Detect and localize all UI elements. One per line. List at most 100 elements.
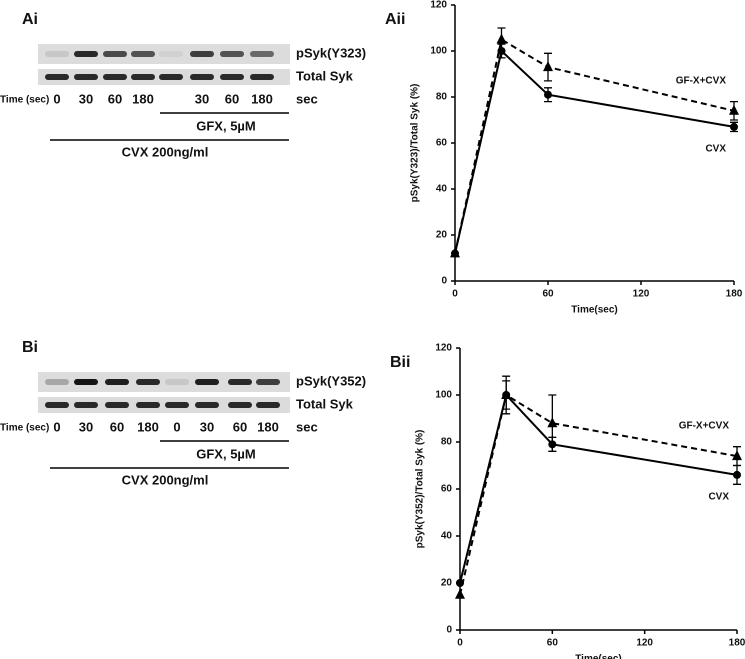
y-tick-label: 80 — [441, 437, 453, 448]
x-axis-label: Time(sec) — [571, 305, 618, 316]
y-tick-label: 40 — [441, 531, 453, 542]
band — [190, 51, 214, 57]
x-tick-label: 0 — [452, 289, 458, 300]
band — [105, 379, 129, 385]
point — [547, 417, 558, 428]
lane-label: 180 — [251, 91, 273, 106]
lane-label: 180 — [132, 91, 154, 106]
band — [256, 379, 280, 385]
time-label: Time (sec) — [0, 95, 49, 106]
panel-label: Ai — [22, 11, 38, 28]
y-tick-label: 120 — [430, 0, 447, 11]
band — [195, 379, 219, 385]
band — [250, 74, 274, 80]
point — [543, 61, 553, 72]
x-tick-label: 60 — [547, 638, 559, 649]
y-tick-label: 0 — [441, 276, 447, 287]
band — [256, 402, 280, 408]
panel-label: Bi — [22, 339, 38, 356]
point — [733, 470, 741, 479]
band — [195, 402, 219, 408]
band — [105, 402, 129, 408]
treatment-label: CVX 200ng/ml — [122, 472, 209, 487]
inhibitor-label: GFX, 5µM — [196, 118, 256, 133]
band — [74, 51, 98, 57]
band — [165, 402, 189, 408]
x-tick-label: 120 — [633, 289, 650, 300]
lane-label: 180 — [257, 419, 279, 434]
y-tick-label: 120 — [435, 343, 452, 354]
point — [548, 440, 557, 449]
panel-label: Bii — [390, 354, 410, 371]
lane-label: 30 — [200, 419, 214, 434]
x-tick-label: 60 — [542, 289, 554, 300]
band — [228, 379, 252, 385]
series-line — [459, 393, 738, 595]
x-tick-label: 180 — [726, 289, 743, 300]
lane-label: 60 — [233, 419, 247, 434]
band — [136, 402, 160, 408]
lane-label: 0 — [173, 419, 180, 434]
band — [45, 74, 69, 80]
y-axis-label: pSyk(Y352)/Total Syk (%) — [415, 430, 426, 549]
blot-strip — [38, 397, 290, 413]
band — [250, 51, 274, 57]
band — [45, 51, 69, 57]
series-line — [454, 37, 735, 254]
x-tick-label: 120 — [636, 638, 653, 649]
inhibitor-label: GFX, 5µM — [196, 446, 256, 461]
band — [190, 74, 214, 80]
x-axis-label: Time(sec) — [575, 654, 622, 659]
blot-row-label: Total Syk — [296, 396, 354, 411]
band — [131, 74, 155, 80]
lane-label: 60 — [108, 91, 122, 106]
lane-label: 0 — [53, 419, 60, 434]
blot-row-label: pSyk(Y323) — [296, 45, 366, 60]
point — [732, 450, 742, 461]
band — [159, 74, 183, 80]
band — [103, 74, 127, 80]
band — [74, 74, 98, 80]
point — [502, 391, 511, 399]
point — [451, 249, 459, 258]
y-tick-label: 100 — [435, 390, 452, 401]
band — [131, 51, 155, 57]
panel-label: Aii — [385, 11, 405, 28]
legend-label: GF-X+CVX — [679, 421, 730, 432]
point — [544, 90, 552, 99]
y-tick-label: 60 — [441, 484, 453, 495]
y-tick-label: 60 — [436, 138, 448, 149]
time-label: Time (sec) — [0, 423, 49, 434]
lane-label: 30 — [79, 419, 93, 434]
point — [455, 588, 465, 599]
band — [220, 51, 244, 57]
band — [165, 379, 189, 385]
band — [45, 402, 69, 408]
lane-label: 30 — [195, 91, 209, 106]
legend-label: CVX — [708, 492, 729, 503]
point — [456, 579, 464, 587]
point — [497, 47, 506, 55]
band — [74, 402, 98, 408]
blot-strip — [38, 372, 290, 392]
y-tick-label: 100 — [430, 46, 447, 57]
treatment-label: CVX 200ng/ml — [122, 144, 209, 159]
lane-label: 60 — [225, 91, 239, 106]
y-tick-label: 20 — [441, 578, 453, 589]
legend-label: CVX — [705, 144, 726, 155]
series-line — [454, 49, 735, 254]
band — [220, 74, 244, 80]
point — [730, 122, 738, 131]
y-tick-label: 0 — [446, 625, 452, 636]
blot-row-label: pSyk(Y352) — [296, 373, 366, 388]
x-tick-label: 180 — [729, 638, 745, 649]
y-tick-label: 40 — [436, 184, 448, 195]
lane-label: 30 — [79, 91, 93, 106]
blot-row-label: Total Syk — [296, 68, 354, 83]
y-tick-label: 20 — [436, 230, 448, 241]
x-tick-label: 0 — [457, 638, 463, 649]
band — [228, 402, 252, 408]
band — [159, 51, 183, 57]
point — [496, 33, 507, 44]
